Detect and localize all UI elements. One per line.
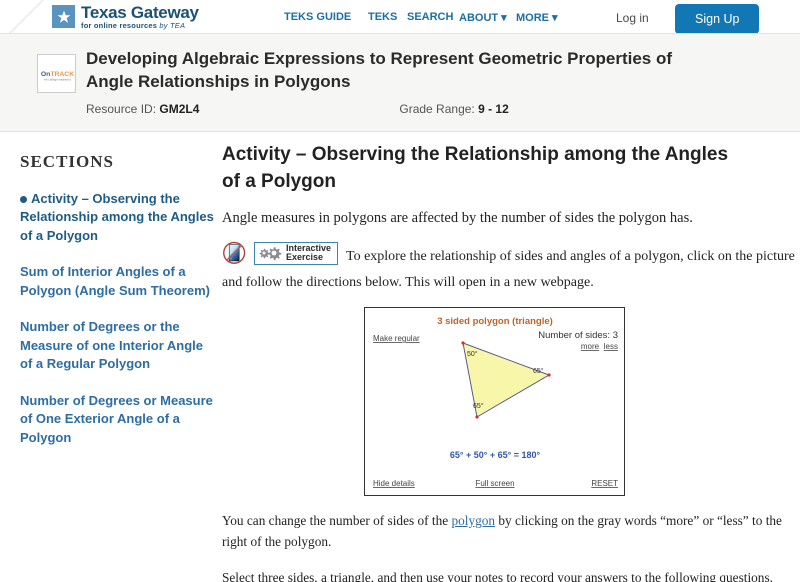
svg-text:50°: 50° xyxy=(467,350,478,358)
svg-text:3 sided polygon (triangle): 3 sided polygon (triangle) xyxy=(437,316,553,327)
svg-text:RESET: RESET xyxy=(591,479,618,488)
svg-text:65° + 50° + 65° = 180°: 65° + 50° + 65° = 180° xyxy=(450,450,541,460)
svg-text:65°: 65° xyxy=(473,402,484,410)
svg-text:Number of sides: 3: Number of sides: 3 xyxy=(538,330,618,341)
svg-text:for college readiness: for college readiness xyxy=(44,77,71,81)
svg-text:Make regular: Make regular xyxy=(373,334,420,343)
svg-text:Hide details: Hide details xyxy=(373,479,415,488)
svg-text:Full screen: Full screen xyxy=(475,479,514,488)
svg-text:less: less xyxy=(604,342,618,351)
svg-text:more: more xyxy=(581,342,600,351)
svg-text:65°: 65° xyxy=(533,367,544,375)
svg-text:OnTRACK: OnTRACK xyxy=(41,71,74,78)
